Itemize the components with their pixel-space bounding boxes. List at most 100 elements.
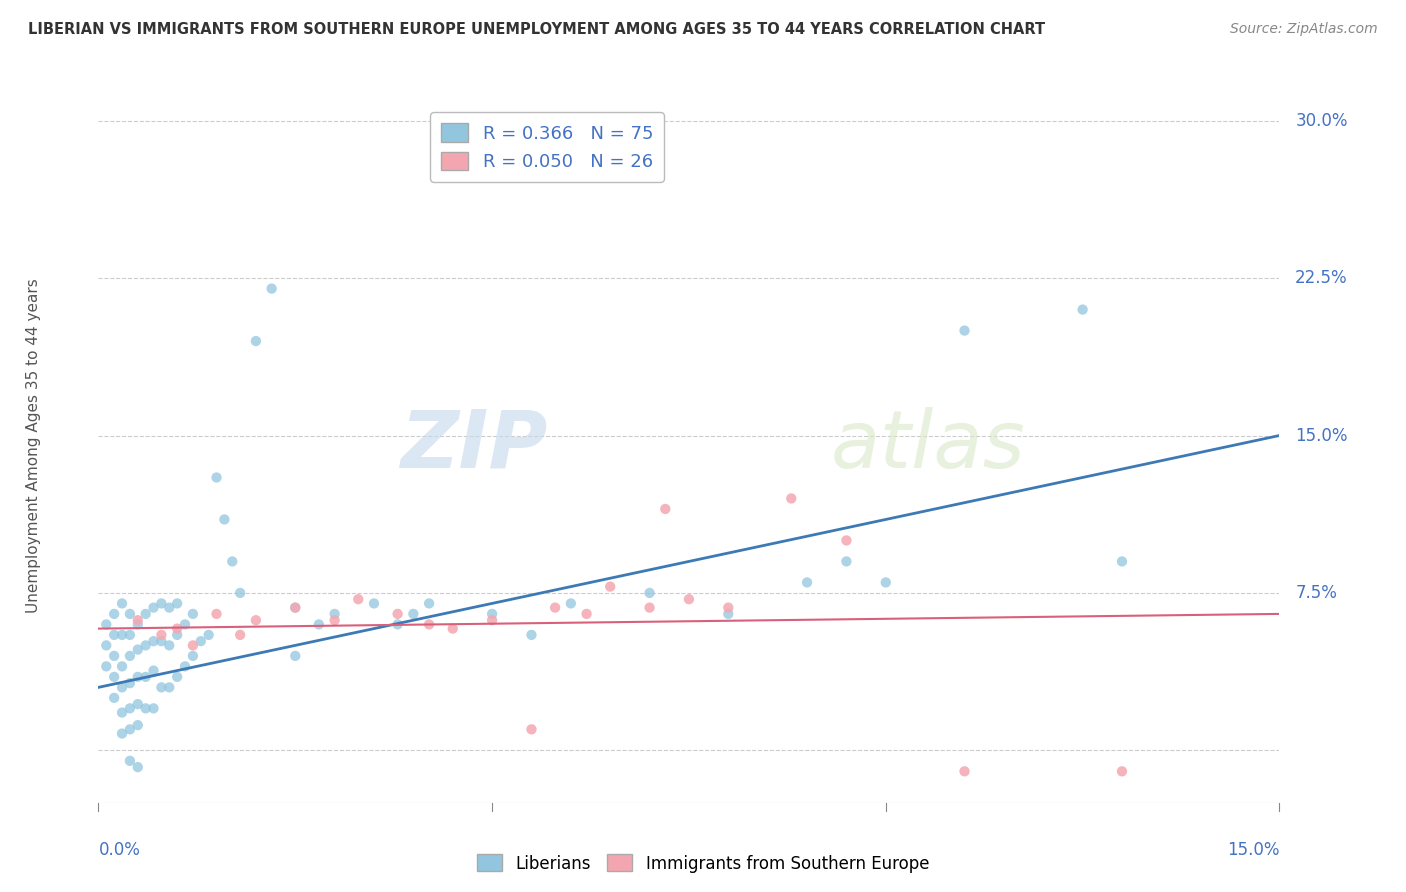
Text: 22.5%: 22.5% (1295, 269, 1348, 287)
Text: ZIP: ZIP (399, 407, 547, 485)
Point (142, 634, 165, 648)
Point (166, 670, 188, 684)
Point (103, 628, 125, 642)
Point (127, 670, 149, 684)
Point (127, 613, 149, 627)
Point (197, 628, 219, 642)
Point (150, 681, 173, 695)
Text: 7.5%: 7.5% (1295, 584, 1337, 602)
Text: 0.0%: 0.0% (98, 840, 141, 859)
Text: Source: ZipAtlas.com: Source: ZipAtlas.com (1230, 22, 1378, 37)
Point (157, 681, 180, 695)
Point (118, 701, 141, 715)
Legend: R = 0.366   N = 75, R = 0.050   N = 26: R = 0.366 N = 75, R = 0.050 N = 26 (430, 112, 664, 182)
Point (157, 600, 180, 615)
Point (780, 491, 803, 506)
Point (575, 607, 598, 621)
Point (481, 613, 503, 627)
Point (1111, 554, 1133, 568)
Point (520, 628, 543, 642)
Point (835, 533, 858, 548)
Point (118, 648, 141, 663)
Point (387, 607, 409, 621)
Point (418, 596, 440, 610)
Point (96, 659, 118, 673)
Point (402, 607, 425, 621)
Point (560, 596, 582, 610)
Point (96, 639, 118, 653)
Legend: Liberians, Immigrants from Southern Europe: Liberians, Immigrants from Southern Euro… (470, 847, 936, 880)
Point (181, 639, 204, 653)
Point (229, 628, 252, 642)
Point (111, 681, 134, 695)
Point (245, 334, 267, 348)
Point (599, 580, 621, 594)
Point (127, 718, 149, 732)
Point (678, 592, 700, 607)
Point (387, 617, 409, 632)
Point (418, 617, 440, 632)
Point (142, 664, 165, 678)
Point (96, 617, 118, 632)
Text: LIBERIAN VS IMMIGRANTS FROM SOUTHERN EUROPE UNEMPLOYMENT AMONG AGES 35 TO 44 YEA: LIBERIAN VS IMMIGRANTS FROM SOUTHERN EUR… (28, 22, 1045, 37)
Point (284, 600, 307, 615)
Point (118, 676, 141, 690)
Point (638, 586, 661, 600)
Point (118, 723, 141, 737)
Point (1111, 764, 1133, 779)
Point (654, 502, 676, 516)
Point (127, 642, 149, 657)
Text: atlas: atlas (831, 407, 1025, 485)
Point (166, 628, 188, 642)
Point (544, 600, 567, 615)
Point (638, 600, 661, 615)
Point (118, 607, 141, 621)
Point (157, 639, 180, 653)
Point (166, 622, 188, 636)
Point (347, 592, 370, 607)
Point (284, 648, 307, 663)
Point (520, 723, 543, 737)
Point (953, 764, 976, 779)
Text: 15.0%: 15.0% (1295, 426, 1348, 444)
Point (245, 613, 267, 627)
Point (717, 607, 740, 621)
Point (323, 607, 346, 621)
Point (229, 586, 252, 600)
Point (127, 697, 149, 711)
Point (150, 596, 173, 610)
Point (150, 634, 173, 648)
Point (127, 617, 149, 632)
Point (118, 754, 141, 768)
Point (103, 690, 125, 705)
Point (481, 607, 503, 621)
Point (284, 600, 307, 615)
Point (1071, 302, 1094, 317)
Text: 15.0%: 15.0% (1227, 840, 1279, 859)
Point (835, 554, 858, 568)
Point (205, 470, 228, 484)
Point (150, 628, 173, 642)
Point (103, 648, 125, 663)
Point (717, 600, 740, 615)
Point (111, 726, 134, 740)
Point (111, 596, 134, 610)
Text: Unemployment Among Ages 35 to 44 years: Unemployment Among Ages 35 to 44 years (25, 278, 41, 614)
Point (111, 628, 134, 642)
Point (190, 634, 212, 648)
Point (221, 554, 243, 568)
Point (363, 596, 385, 610)
Point (103, 607, 125, 621)
Point (323, 613, 346, 627)
Point (135, 607, 157, 621)
Point (308, 617, 330, 632)
Point (174, 617, 197, 632)
Point (796, 575, 818, 590)
Point (135, 639, 157, 653)
Point (135, 701, 157, 715)
Point (111, 706, 134, 720)
Point (205, 607, 228, 621)
Point (441, 622, 464, 636)
Point (181, 607, 204, 621)
Point (127, 760, 149, 774)
